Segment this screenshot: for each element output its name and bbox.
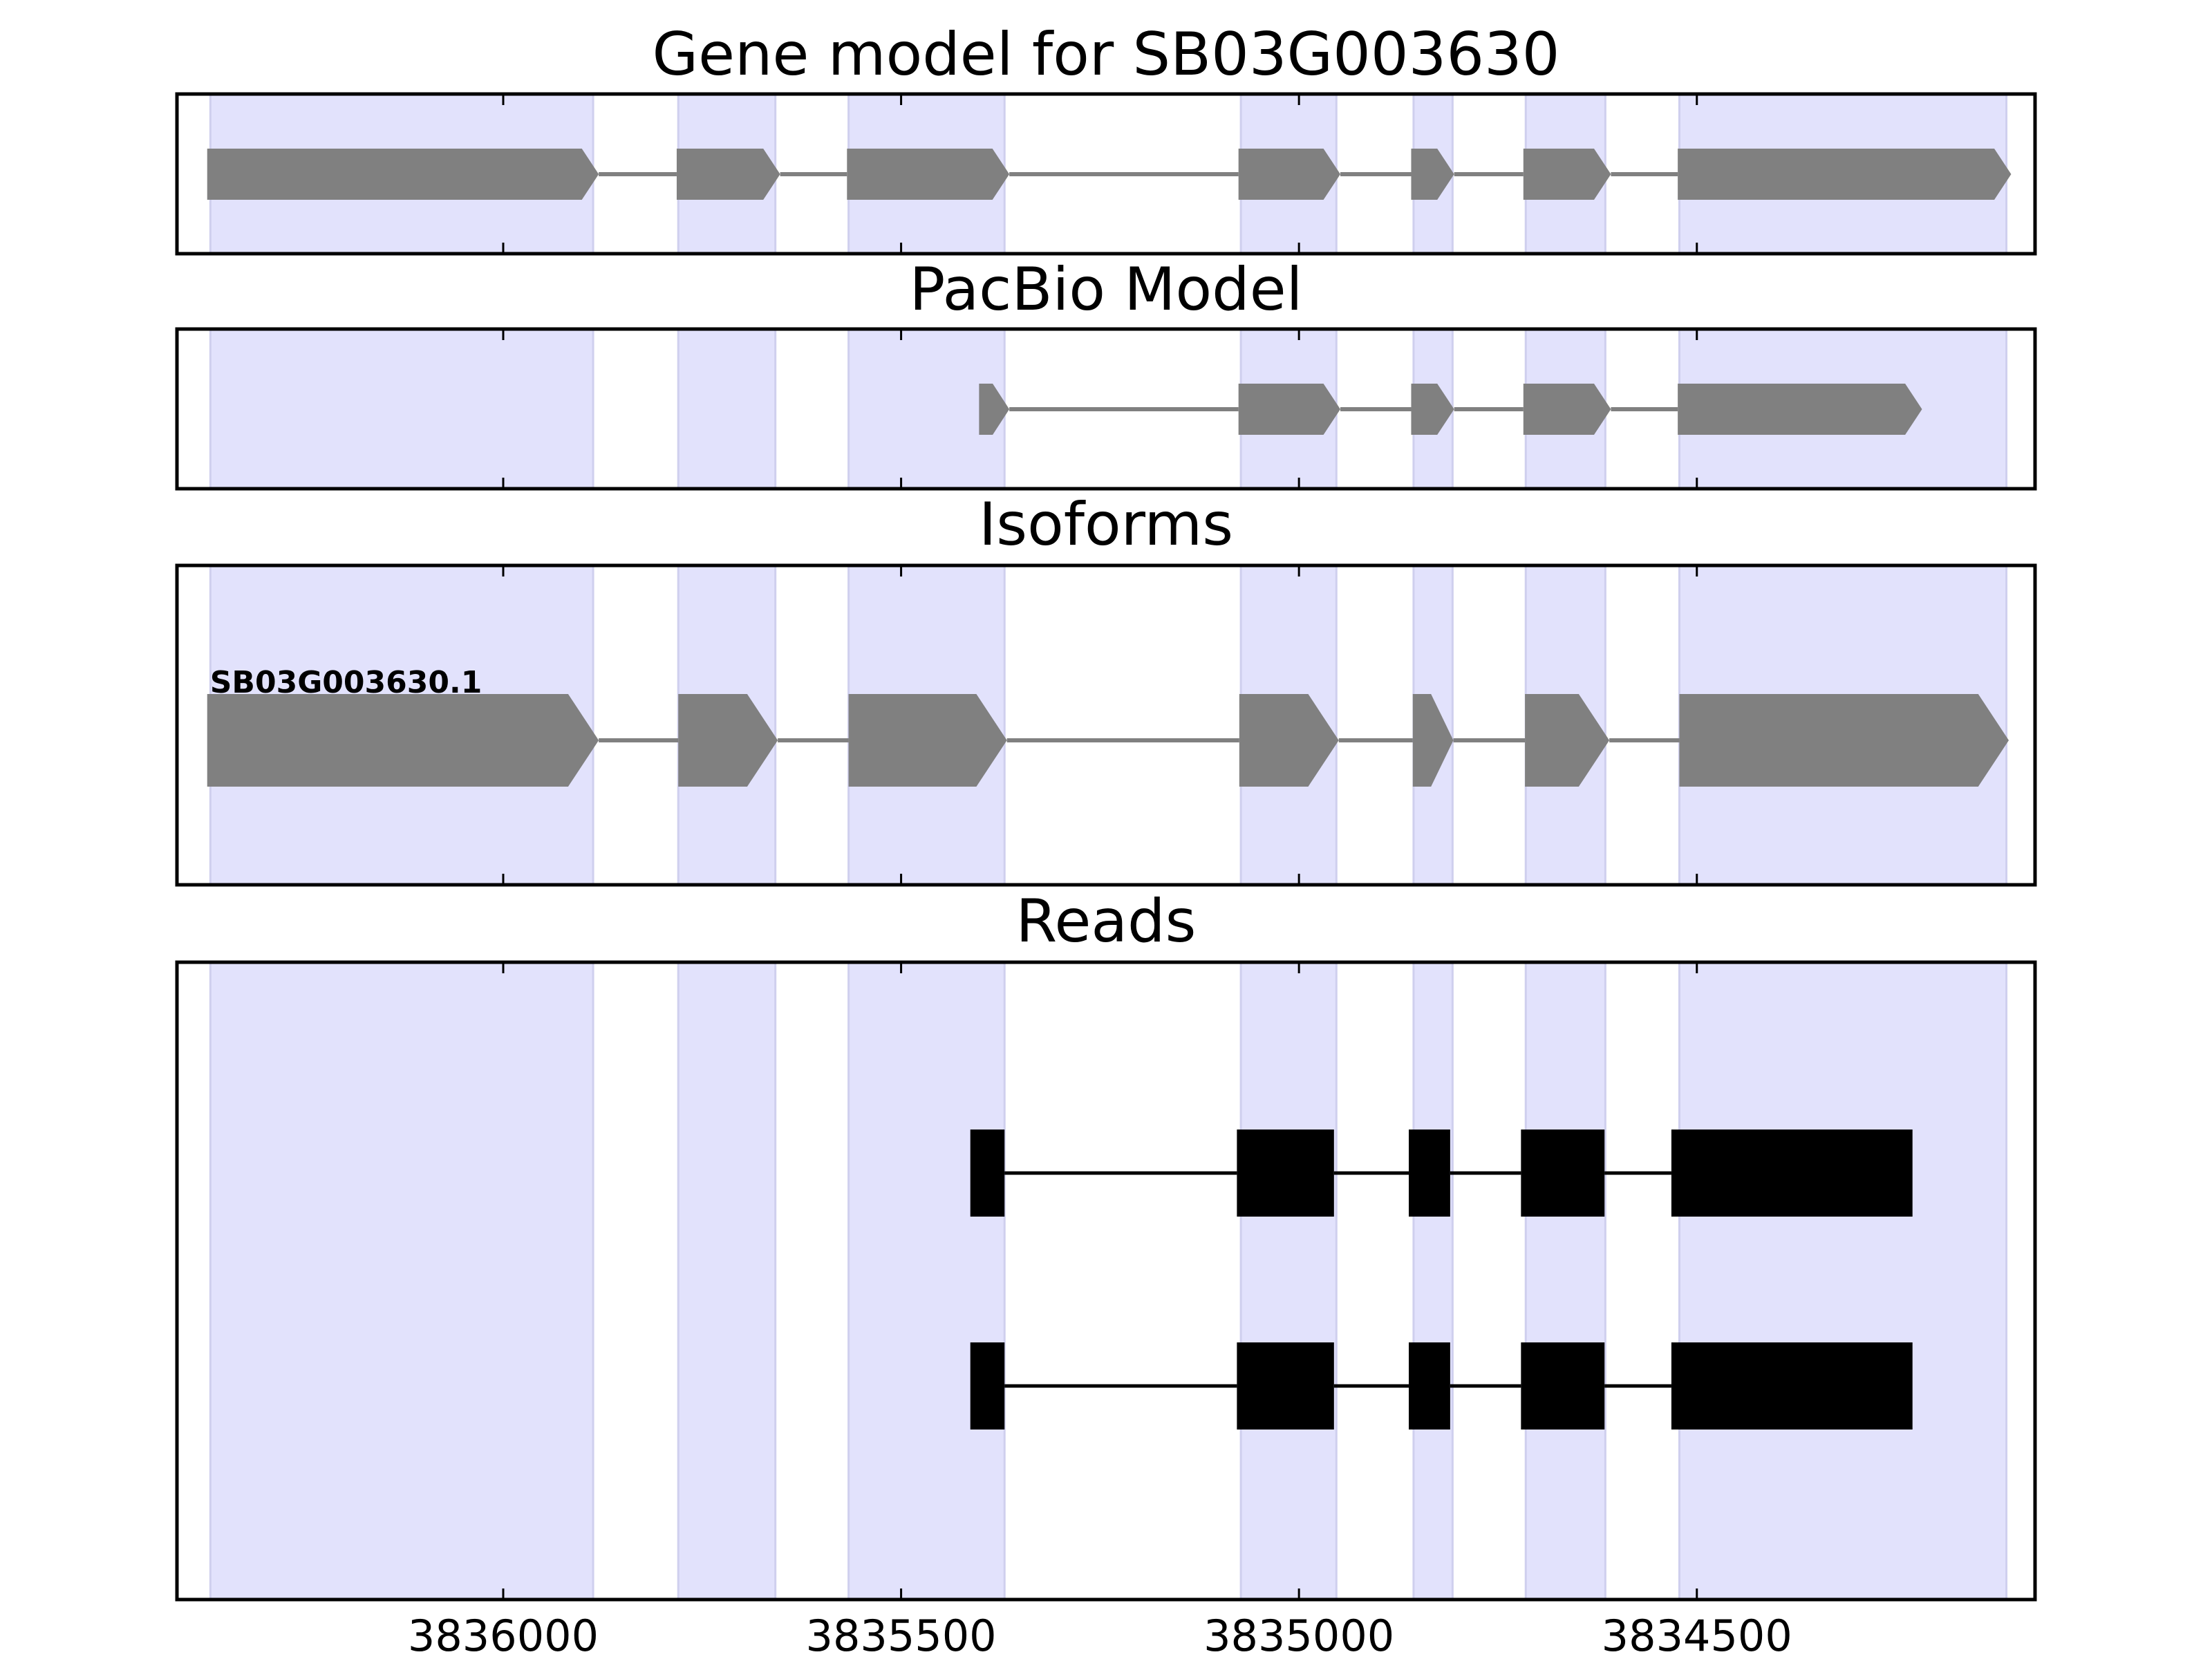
read-2 xyxy=(970,1342,1913,1430)
exon-arrow xyxy=(1523,384,1611,435)
read-exon-block xyxy=(970,1130,1005,1217)
pacbio-model-panel xyxy=(175,327,2037,491)
exon-arrow xyxy=(1239,694,1339,787)
exon-region-band-1 xyxy=(209,961,594,1601)
panel-title-pacbio-model: PacBio Model xyxy=(909,255,1302,324)
x-tick-label: 3834500 xyxy=(1602,1611,1792,1659)
panel-title-isoforms: Isoforms xyxy=(979,490,1233,559)
transcript-1 xyxy=(207,149,2012,200)
exon-arrow xyxy=(1238,149,1341,200)
read-exon-block xyxy=(1237,1342,1334,1430)
exon-arrow xyxy=(1678,384,1922,435)
axes-frame xyxy=(175,563,2037,887)
exon-arrow xyxy=(1678,149,2012,200)
exon-arrow xyxy=(847,149,1010,200)
panel-title-reads: Reads xyxy=(1016,887,1197,956)
exon-arrow xyxy=(1411,384,1454,435)
exon-region-band-5 xyxy=(1412,961,1454,1601)
exon-arrow xyxy=(1523,149,1611,200)
read-1 xyxy=(970,1130,1913,1217)
x-tick-label: 3836000 xyxy=(408,1611,599,1659)
exon-region-band-7 xyxy=(1678,961,2008,1601)
exon-region-band-4 xyxy=(1239,961,1338,1601)
read-exon-block xyxy=(1671,1130,1913,1217)
exon-arrow xyxy=(1525,694,1610,787)
axes-frame xyxy=(175,327,2037,491)
exon-region-band-6 xyxy=(1524,961,1606,1601)
gene-model-panel xyxy=(175,92,2037,256)
isoforms-panel: SB03G003630.1 xyxy=(175,563,2037,887)
exon-arrow xyxy=(207,149,599,200)
exon-arrow xyxy=(207,694,599,787)
x-tick-label: 3835000 xyxy=(1203,1611,1394,1659)
read-exon-block xyxy=(1409,1130,1450,1217)
exon-arrow xyxy=(678,694,778,787)
exon-region-band-1 xyxy=(209,328,594,490)
exon-region-band-2 xyxy=(677,328,777,490)
exon-arrow xyxy=(1412,694,1454,787)
read-exon-block xyxy=(1237,1130,1334,1217)
read-exon-block xyxy=(1521,1342,1605,1430)
transcript-1 xyxy=(979,384,1922,435)
read-exon-block xyxy=(1671,1342,1913,1430)
read-exon-block xyxy=(1409,1342,1450,1430)
exon-arrow xyxy=(979,384,1010,435)
exon-region-band-3 xyxy=(847,961,1006,1601)
exon-arrow xyxy=(676,149,780,200)
reads-panel: 3836000 3835500 3835000 3834500 xyxy=(175,960,2037,1659)
exon-region-band-2 xyxy=(677,961,777,1601)
exon-arrow xyxy=(1238,384,1341,435)
read-exon-block xyxy=(1521,1130,1605,1217)
exon-arrow xyxy=(848,694,1007,787)
x-tick-label: 3835500 xyxy=(806,1611,997,1659)
transcript-1: SB03G003630.1 xyxy=(207,665,2009,787)
exon-arrow xyxy=(1679,694,2009,787)
panel-title-gene-model: Gene model for SB03G003630 xyxy=(653,20,1560,89)
read-exon-block xyxy=(970,1342,1005,1430)
exon-arrow xyxy=(1411,149,1454,200)
isoform-label: SB03G003630.1 xyxy=(210,665,482,700)
axes-frame xyxy=(175,960,2037,1602)
axes-frame xyxy=(175,92,2037,256)
